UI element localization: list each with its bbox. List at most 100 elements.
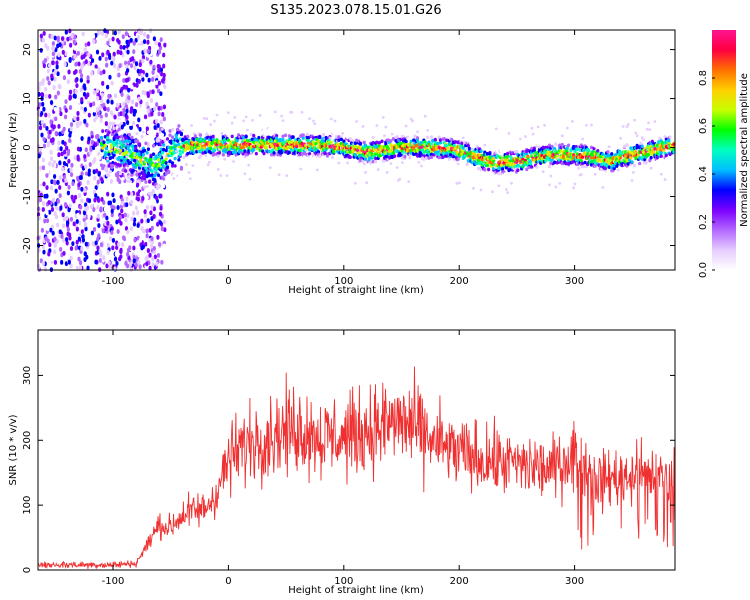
spectrogram-cell [89,126,93,132]
spectrogram-cell [324,135,328,140]
spectrogram-cell [296,128,300,133]
spectrogram-cell [69,126,73,132]
spectrogram-cell [125,64,129,69]
spectrogram-cell [40,132,44,138]
spectrogram-cell [93,117,97,123]
spectrogram-cell [140,73,144,78]
x-tick-label: 300 [565,576,584,587]
spectrogram-cell [121,177,125,181]
spectrogram-cell [122,143,126,148]
spectrogram-cell [233,116,237,119]
spectrogram-cell [597,157,601,161]
spectrogram-cell [128,31,132,37]
spectrogram-cell [150,204,154,210]
spectrogram-cell [68,105,73,110]
spectrogram-cell [311,136,316,140]
spectrogram-cell [130,157,134,162]
spectrogram-cell [83,221,87,227]
spectrogram-cell [201,151,205,155]
spectrogram-cell [625,143,629,147]
spectrogram-cell [506,151,510,156]
spectrogram-cell [140,182,144,188]
spectrogram-cell [56,37,60,43]
spectrogram-cell [112,153,116,157]
spectrogram-cell [47,134,51,140]
spectrogram-cell [117,218,121,224]
spectrogram-cell [152,36,156,42]
spectrogram-cell [281,134,285,139]
spectrogram-cell [125,39,129,45]
spectrogram-cell [119,44,123,50]
y-tick-label: -10 [22,188,33,204]
spectrogram-cell [38,81,42,87]
spectrogram-cell [290,110,294,114]
snr-y-axis-label: SNR (10 * v/v) [8,414,19,485]
spectrogram-cell [145,261,149,267]
spectrogram-cell [466,143,470,147]
spectrogram-cell [118,163,123,168]
spectrogram-cell [153,106,157,112]
spectrogram-cell [653,120,657,123]
spectrogram-cell [541,139,545,144]
spectrogram-cell [87,52,91,58]
spectrogram-cell [146,48,150,54]
spectrogram-cell [458,181,461,185]
spectrogram-cell [117,29,121,35]
spectrogram-cell [42,143,47,149]
spectrogram-cell [94,193,98,198]
spectrogram-cell [141,167,145,171]
spectrogram-cell [76,111,80,116]
spectrogram-cell [41,201,45,206]
spectrogram-cell [41,37,46,43]
spectrogram-cell [58,193,62,199]
spectrogram-cell [98,249,102,254]
spectrogram-cell [586,141,590,145]
spectrogram-cell [396,158,401,162]
spectrogram-cell [281,119,285,123]
spectrogram-cell [127,175,131,180]
spectrogram-cell [133,225,137,231]
spectrogram-cell [192,137,196,142]
spectrogram-cell [57,123,61,129]
spectrogram-cell [160,150,164,155]
spectrogram-cell [112,198,116,204]
spectrogram-cell [76,50,80,56]
spectrogram-cell [178,114,182,118]
spectrogram-cell [348,150,352,154]
spectrogram-cell [71,205,76,210]
spectrogram-cell [83,188,87,193]
spectrogram-cell [64,108,68,113]
spectrogram-cell [275,134,279,138]
spectrogram-cell [124,31,129,37]
spectrogram-cell [168,133,172,137]
spectrogram-cell [215,113,219,117]
spectrogram-cell [575,147,580,151]
spectrogram-cell [56,222,60,228]
spectrogram-cell [133,181,137,187]
spectrogram-cell [118,256,122,262]
spectrogram-cell [60,259,64,265]
spectrogram-cell [64,178,68,183]
spectrogram-cell [167,162,171,166]
spectrogram-cell [128,245,132,251]
spectrogram-cell [38,125,43,131]
spectrogram-cell [226,138,231,142]
spectrogram-cell [72,39,76,45]
spectrogram-cell [54,214,59,220]
spectrogram-cell [530,146,534,151]
spectrogram-cell [83,47,87,53]
spectrogram-cell [98,258,103,263]
spectrogram-cell [380,139,384,144]
spectrogram-cell [41,223,45,229]
spectrogram-cell [145,205,150,210]
spectrogram-cell [135,82,139,88]
spectrogram-cell [94,240,98,246]
spectrogram-cell [71,181,75,186]
spectrogram-cell [153,131,157,136]
spectrogram-cell [625,125,629,128]
spectrogram-cell [110,65,114,70]
spectrogram-cell [169,141,173,145]
spectrogram-cell [93,175,97,181]
spectrogram-cell [113,161,118,166]
y-tick-label: 0 [22,567,33,573]
